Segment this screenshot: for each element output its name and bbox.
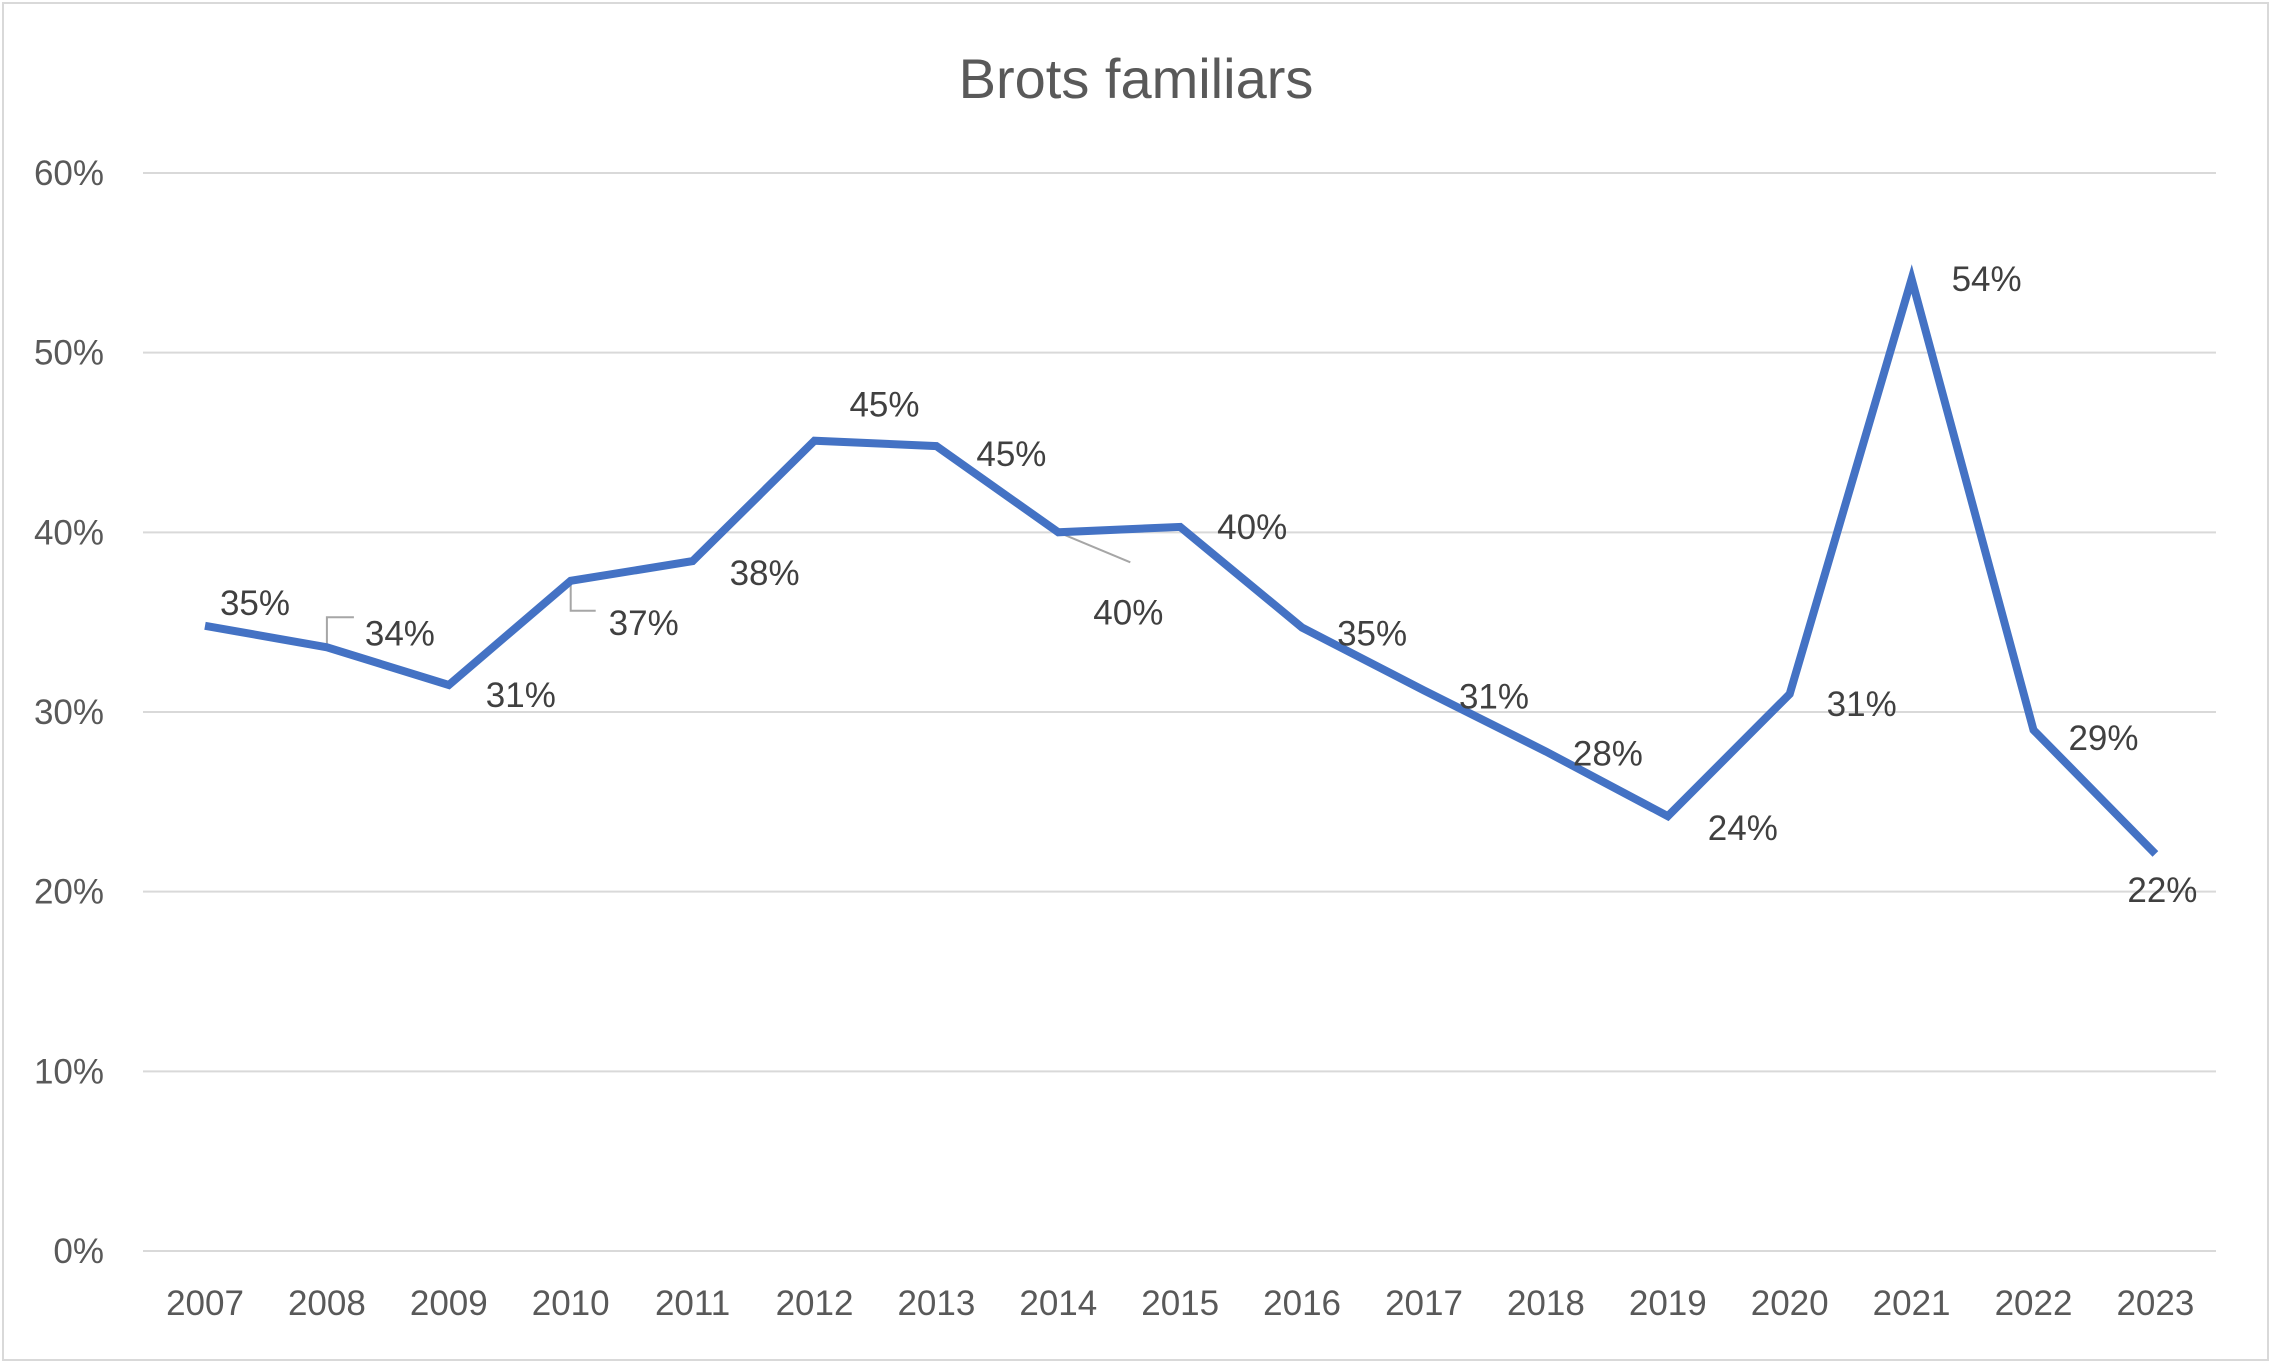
y-tick-label: 50%	[34, 334, 104, 373]
data-labels: 35% 34% 31% 37% 38% 45% 45% 40% 40% 35% 31% 28% 24% 3…	[220, 260, 2197, 910]
data-label: 24%	[1708, 809, 1778, 848]
x-tick-label: 2007	[166, 1284, 244, 1323]
data-label: 40%	[1217, 508, 1287, 547]
x-tick-label: 2019	[1629, 1284, 1707, 1323]
data-label: 37%	[609, 604, 679, 643]
x-tick-label: 2023	[2116, 1284, 2194, 1323]
y-tick-label: 40%	[34, 513, 104, 552]
data-label: 35%	[1337, 615, 1407, 654]
chart-title: Brots familiars	[959, 47, 1314, 110]
x-tick-label: 2015	[1141, 1284, 1219, 1323]
leader-line	[325, 616, 354, 645]
x-tick-label: 2013	[897, 1284, 975, 1323]
y-tick-label: 10%	[34, 1052, 104, 1091]
series-layer	[204, 264, 2159, 857]
x-axis-ticks: 2007 2008 2009 2010 2011 2012 2013 2014 2015 2016…	[166, 1284, 2194, 1323]
x-tick-label: 2008	[288, 1284, 366, 1323]
leader-line	[1057, 531, 1131, 564]
data-label: 31%	[1827, 685, 1897, 724]
data-label: 54%	[1952, 260, 2022, 299]
data-label: 31%	[1459, 677, 1529, 716]
data-label: 35%	[220, 584, 290, 623]
y-tick-label: 60%	[34, 154, 104, 193]
x-tick-label: 2011	[655, 1284, 730, 1323]
x-tick-label: 2016	[1263, 1284, 1341, 1323]
x-tick-label: 2020	[1751, 1284, 1829, 1323]
x-tick-label: 2014	[1019, 1284, 1097, 1323]
gridlines	[143, 172, 2216, 1252]
y-axis-ticks: 0% 10% 20% 30% 40% 50% 60%	[34, 154, 104, 1271]
x-tick-label: 2009	[410, 1284, 488, 1323]
series-line	[204, 264, 2159, 857]
data-label: 45%	[976, 435, 1046, 474]
leader-lines	[325, 531, 1131, 645]
data-label: 28%	[1573, 735, 1643, 774]
data-label: 45%	[849, 386, 919, 425]
x-tick-label: 2022	[1995, 1284, 2073, 1323]
x-tick-label: 2010	[532, 1284, 610, 1323]
data-label: 34%	[365, 614, 435, 653]
data-label: 22%	[2127, 871, 2197, 910]
y-tick-label: 20%	[34, 873, 104, 912]
x-tick-label: 2017	[1385, 1284, 1463, 1323]
x-tick-label: 2012	[776, 1284, 854, 1323]
x-tick-label: 2021	[1873, 1284, 1951, 1323]
y-tick-label: 30%	[34, 693, 104, 732]
data-label: 38%	[730, 554, 800, 593]
y-tick-label: 0%	[53, 1232, 104, 1271]
data-label: 40%	[1093, 593, 1163, 632]
data-label: 29%	[2068, 719, 2138, 758]
data-label: 31%	[486, 676, 556, 715]
x-tick-label: 2018	[1507, 1284, 1585, 1323]
leader-line	[569, 583, 596, 612]
